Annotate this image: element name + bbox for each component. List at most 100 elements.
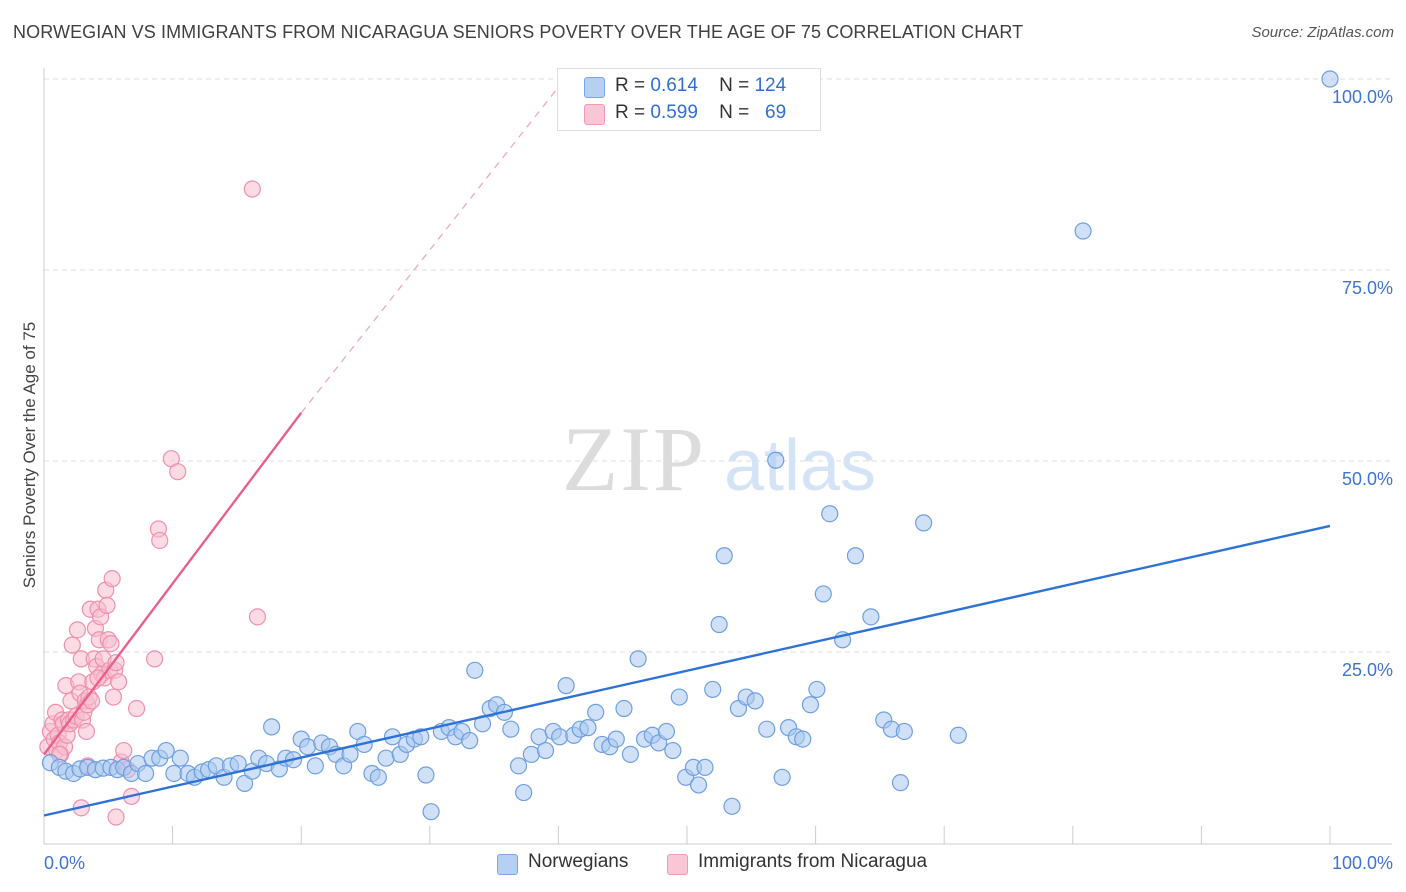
point-norwegians xyxy=(1074,222,1092,240)
point-norwegians xyxy=(949,726,967,744)
point-nicaragua xyxy=(103,570,121,588)
legend-swatch-blue xyxy=(584,77,605,98)
point-nicaragua xyxy=(63,636,81,654)
point-norwegians xyxy=(794,730,812,748)
point-norwegians xyxy=(607,730,625,748)
y-tick-label: 25.0% xyxy=(1342,660,1393,680)
y-tick-label: 100.0% xyxy=(1332,87,1393,107)
point-norwegians xyxy=(509,757,528,775)
point-norwegians xyxy=(801,696,820,714)
series-legend: Norwegians Immigrants from Nicaragua xyxy=(0,851,1406,879)
point-norwegians xyxy=(229,754,247,773)
legend-text-nicaragua: R = 0.599 N = 69 xyxy=(615,102,786,124)
point-norwegians xyxy=(536,741,555,760)
point-norwegians xyxy=(615,699,633,718)
point-norwegians xyxy=(412,728,430,746)
point-norwegians xyxy=(263,718,281,736)
point-nicaragua xyxy=(104,688,123,706)
point-norwegians xyxy=(515,783,533,802)
trend-line-norwegians xyxy=(43,524,1331,817)
point-norwegians xyxy=(579,719,597,737)
point-nicaragua xyxy=(107,654,125,672)
legend-r-value: 0.599 xyxy=(650,102,698,123)
source-label: Source: ZipAtlas.com xyxy=(1251,24,1394,41)
y-axis-title: Seniors Poverty Over the Age of 75 xyxy=(20,321,39,589)
series-norwegians-points xyxy=(41,70,1339,821)
legend-r-label: R = xyxy=(615,102,646,123)
point-norwegians xyxy=(657,722,676,741)
point-norwegians xyxy=(715,547,733,565)
point-norwegians xyxy=(236,774,254,793)
trend-lines xyxy=(43,78,1331,817)
point-norwegians xyxy=(1321,70,1339,88)
point-norwegians xyxy=(696,758,714,776)
point-norwegians xyxy=(689,776,708,794)
grid-layer xyxy=(44,78,1392,653)
point-nicaragua xyxy=(115,741,133,760)
point-norwegians xyxy=(704,680,722,699)
point-nicaragua xyxy=(151,531,169,550)
point-norwegians xyxy=(773,768,791,786)
point-nicaragua xyxy=(89,669,107,687)
point-nicaragua xyxy=(82,692,101,710)
watermark: ZIP atlas xyxy=(562,408,876,510)
point-nicaragua xyxy=(102,634,120,653)
legend-text-norwegians: R = 0.614 N = 124 xyxy=(615,75,786,97)
tick-labels: 25.0% 50.0% 75.0% 100.0% 0.0% 100.0% xyxy=(44,87,1393,873)
point-norwegians xyxy=(171,749,189,767)
point-norwegians xyxy=(306,757,324,775)
point-norwegians xyxy=(629,650,647,668)
point-norwegians xyxy=(621,745,640,763)
point-norwegians xyxy=(814,585,832,603)
series-nicaragua-points xyxy=(39,180,267,826)
y-tick-label: 50.0% xyxy=(1342,469,1393,489)
trend-line-nicaragua xyxy=(43,412,303,756)
chart-title: NORWEGIAN VS IMMIGRANTS FROM NICARAGUA S… xyxy=(13,22,1024,42)
point-norwegians xyxy=(417,766,435,784)
x-tick-label: 0.0% xyxy=(44,853,85,873)
legend-swatch-pink xyxy=(667,854,688,875)
legend-label-nicaragua: Immigrants from Nicaragua xyxy=(698,851,928,872)
point-nicaragua xyxy=(169,463,187,481)
point-norwegians xyxy=(369,768,387,786)
point-norwegians xyxy=(670,688,688,706)
point-nicaragua xyxy=(127,699,146,718)
point-nicaragua xyxy=(243,180,261,198)
legend-n-value: 69 xyxy=(765,102,787,123)
point-norwegians xyxy=(895,722,913,741)
point-norwegians xyxy=(377,749,395,767)
legend-r-label: R = xyxy=(615,75,646,96)
point-nicaragua xyxy=(145,650,164,668)
point-nicaragua xyxy=(98,596,116,614)
watermark-zip: ZIP xyxy=(562,408,706,510)
point-norwegians xyxy=(502,720,520,738)
point-norwegians xyxy=(767,451,785,469)
watermark-atlas: atlas xyxy=(724,426,876,506)
point-norwegians xyxy=(299,738,317,756)
point-norwegians xyxy=(557,677,575,695)
point-nicaragua xyxy=(68,621,87,639)
trend-extension-nicaragua xyxy=(300,78,566,414)
legend-r-value: 0.614 xyxy=(650,75,698,96)
point-nicaragua xyxy=(107,808,125,826)
point-norwegians xyxy=(461,732,479,750)
point-norwegians xyxy=(746,692,764,710)
point-norwegians xyxy=(664,741,682,760)
legend-n-label: N = xyxy=(719,75,750,96)
axes-layer xyxy=(43,68,1392,845)
point-nicaragua xyxy=(248,608,267,626)
point-norwegians xyxy=(915,514,933,532)
point-nicaragua xyxy=(77,722,96,741)
point-norwegians xyxy=(587,703,605,721)
point-norwegians xyxy=(522,745,540,763)
correlation-legend: R = 0.614 N = 124 R = 0.599 N = 69 xyxy=(557,68,821,131)
x-tick-label: 100.0% xyxy=(1332,853,1393,873)
legend-n-label: N = xyxy=(719,102,750,123)
point-norwegians xyxy=(723,797,741,815)
point-norwegians xyxy=(710,615,728,634)
point-norwegians xyxy=(862,608,880,626)
y-tick-label: 75.0% xyxy=(1342,278,1393,298)
point-norwegians xyxy=(551,728,569,746)
legend-n-value: 124 xyxy=(754,75,787,96)
